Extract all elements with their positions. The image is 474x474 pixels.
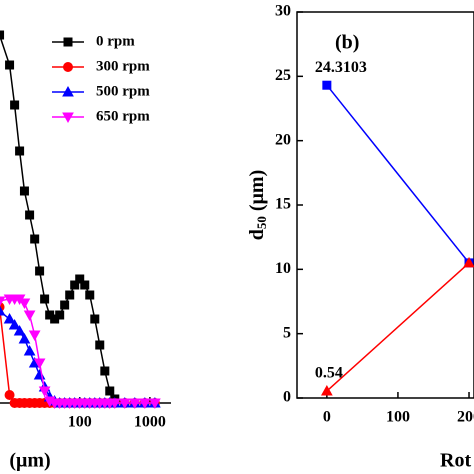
y-tick-label: 0 xyxy=(283,389,291,406)
marker xyxy=(149,398,161,410)
marker xyxy=(322,80,332,90)
marker xyxy=(33,368,46,380)
marker xyxy=(19,186,29,196)
series-line xyxy=(0,298,155,404)
marker xyxy=(85,290,95,300)
marker xyxy=(90,314,100,324)
y-tick-label: 10 xyxy=(275,260,291,277)
marker xyxy=(139,398,151,410)
x-tick-label: 100 xyxy=(386,409,410,426)
marker xyxy=(128,398,141,410)
x-tick-label: 1000 xyxy=(134,414,166,431)
y-tick-label: 20 xyxy=(275,131,291,148)
marker xyxy=(3,312,16,324)
data-label: 24.3103 xyxy=(315,59,367,76)
marker xyxy=(10,100,20,110)
marker xyxy=(80,280,90,290)
marker xyxy=(95,340,105,350)
marker xyxy=(463,256,474,268)
marker xyxy=(0,30,5,40)
marker xyxy=(75,274,85,284)
marker xyxy=(0,296,6,307)
series-line xyxy=(0,310,155,404)
x-tick-label: 0 xyxy=(323,409,331,426)
y-tick-label: 5 xyxy=(283,324,291,341)
marker xyxy=(118,398,131,410)
marker xyxy=(23,344,36,356)
marker xyxy=(5,60,15,70)
y-tick-label: 30 xyxy=(275,3,291,20)
marker xyxy=(321,385,333,396)
marker xyxy=(65,290,75,300)
legend-marker xyxy=(62,85,74,97)
marker xyxy=(35,266,45,276)
legend-label: 300 rpm xyxy=(96,58,150,74)
x-tick-label: 100 xyxy=(68,414,92,431)
marker xyxy=(0,305,6,316)
marker xyxy=(33,358,46,370)
legend-label: 500 rpm xyxy=(96,83,150,99)
y-tick-label: 15 xyxy=(275,196,291,213)
legend-marker xyxy=(63,62,73,72)
panel-label: (b) xyxy=(335,32,359,54)
marker xyxy=(70,280,80,290)
marker xyxy=(55,310,65,320)
x-tick-label: 200 xyxy=(457,409,474,426)
marker xyxy=(4,390,15,400)
marker xyxy=(60,300,70,310)
x-axis-label: (μm) xyxy=(9,450,50,472)
y-axis-label: d50 (μm) xyxy=(246,170,269,240)
marker xyxy=(38,386,51,398)
data-label: 0.54 xyxy=(315,365,343,382)
marker xyxy=(40,294,50,304)
marker xyxy=(30,234,40,244)
marker xyxy=(105,386,115,396)
marker xyxy=(15,146,25,156)
series-line xyxy=(0,306,155,404)
marker xyxy=(108,398,121,410)
legend-marker xyxy=(62,112,74,124)
marker xyxy=(18,332,31,344)
x-axis-label: Rot xyxy=(440,450,471,472)
series-line xyxy=(326,262,470,392)
y-tick-label: 25 xyxy=(275,67,291,84)
marker xyxy=(13,324,26,336)
marker xyxy=(23,310,36,322)
marker xyxy=(100,366,110,376)
legend-label: 0 rpm xyxy=(96,33,135,49)
marker xyxy=(8,318,21,330)
marker xyxy=(25,210,35,220)
series-line xyxy=(326,84,470,264)
marker xyxy=(28,330,41,342)
legend-label: 650 rpm xyxy=(96,108,150,124)
marker xyxy=(18,298,31,310)
legend-marker xyxy=(63,37,73,47)
